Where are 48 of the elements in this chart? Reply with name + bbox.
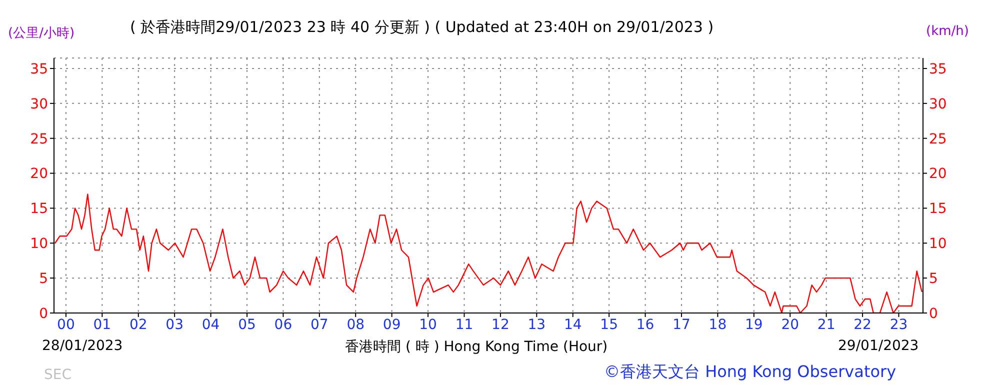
x-tick-label: 21 bbox=[817, 316, 836, 333]
text: ©香港天文台 Hong Kong Observatory bbox=[604, 362, 896, 383]
x-tick-label: 04 bbox=[202, 316, 220, 333]
x-tick-label: 14 bbox=[564, 316, 582, 333]
y2-tick-label: 5 bbox=[929, 271, 938, 288]
y2-tick-label: 15 bbox=[929, 201, 947, 218]
text: 28/01/2023 bbox=[42, 338, 123, 354]
x-tick-label: 23 bbox=[890, 316, 908, 333]
x-tick-label: 08 bbox=[346, 316, 365, 333]
x-tick-label: 22 bbox=[854, 316, 872, 333]
y2-tick-label: 10 bbox=[929, 236, 947, 252]
y2-tick-label: 20 bbox=[929, 166, 947, 182]
y2-axis-title: (km/h) bbox=[926, 24, 969, 39]
y-tick-label: 35 bbox=[30, 61, 48, 78]
text: 29/01/2023 bbox=[838, 338, 919, 354]
y-tick-label: 25 bbox=[30, 131, 48, 148]
y-tick-label: 20 bbox=[30, 166, 48, 182]
x-tick-label: 16 bbox=[636, 316, 654, 333]
y2-tick-label: 30 bbox=[929, 96, 947, 112]
x-tick-label: 01 bbox=[93, 316, 112, 333]
x-tick-label: 11 bbox=[455, 316, 474, 333]
y-tick-label: 5 bbox=[39, 271, 48, 288]
x-tick-label: 10 bbox=[419, 316, 437, 333]
x-tick-label: 00 bbox=[57, 316, 75, 333]
y2-tick-label: 0 bbox=[929, 306, 938, 322]
y-tick-label: 30 bbox=[30, 96, 48, 112]
x-tick-label: 09 bbox=[382, 316, 401, 333]
x-tick-label: 17 bbox=[672, 316, 690, 333]
y-tick-label: 0 bbox=[39, 306, 48, 322]
chart-title: ( 於香港時間29/01/2023 23 時 40 分更新 ) ( Updated at 23:40H on 29/01/2023 ) bbox=[130, 18, 714, 37]
x-tick-label: 03 bbox=[166, 316, 184, 333]
x-axis-title: 香港時間 ( 時 ) Hong Kong Time (Hour) bbox=[345, 338, 608, 356]
x-tick-label: 06 bbox=[274, 316, 292, 333]
x-tick-label: 12 bbox=[492, 316, 510, 333]
text: SEC bbox=[44, 367, 72, 383]
y-tick-label: 15 bbox=[30, 201, 48, 218]
x-tick-label: 20 bbox=[781, 316, 800, 333]
y-axis-title: (公里/小時) bbox=[8, 25, 75, 42]
y2-tick-label: 35 bbox=[929, 61, 947, 78]
y-tick-label: 10 bbox=[30, 236, 48, 252]
x-tick-label: 02 bbox=[129, 316, 148, 333]
x-tick-label: 07 bbox=[310, 316, 328, 333]
x-tick-label: 18 bbox=[708, 316, 727, 333]
x-tick-label: 13 bbox=[528, 316, 546, 333]
y2-tick-label: 25 bbox=[929, 131, 947, 148]
x-tick-label: 05 bbox=[238, 316, 256, 333]
x-tick-label: 15 bbox=[600, 316, 618, 333]
x-tick-label: 19 bbox=[744, 316, 763, 333]
